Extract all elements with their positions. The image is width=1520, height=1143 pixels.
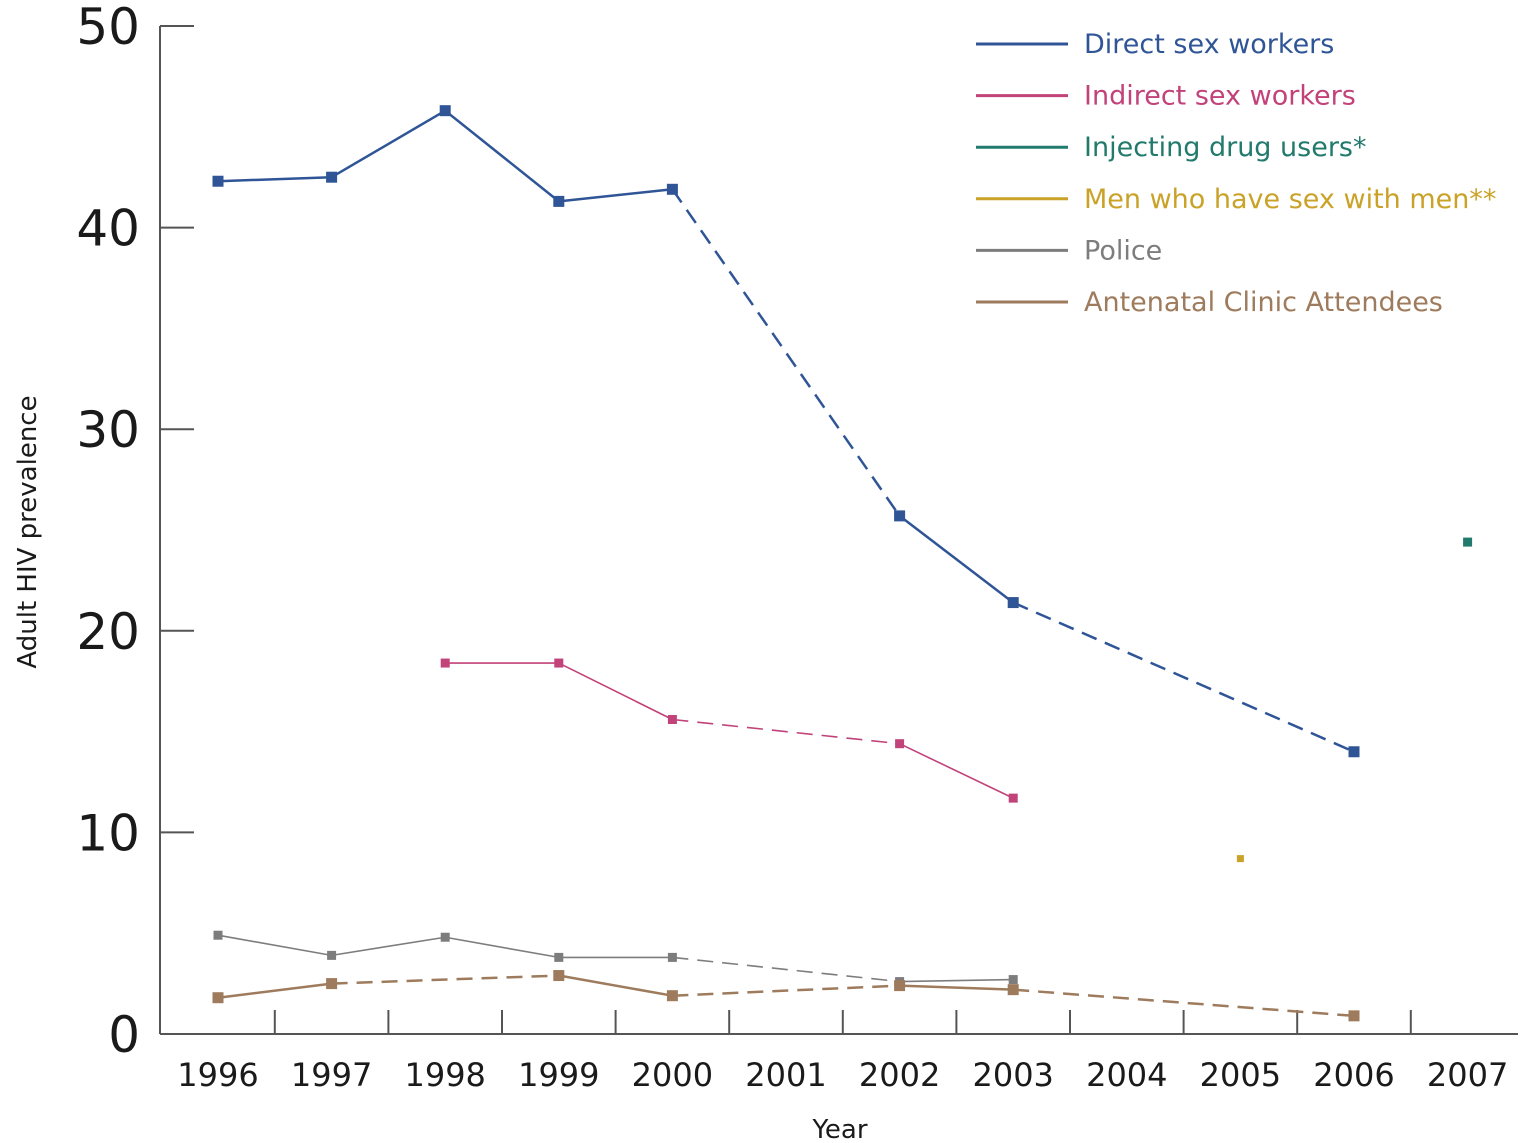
series-line-segment bbox=[217, 982, 332, 999]
legend-label: Men who have sex with men** bbox=[1084, 184, 1496, 215]
data-point-marker bbox=[212, 175, 224, 187]
series-line-segment bbox=[331, 936, 446, 957]
data-point-marker bbox=[440, 932, 450, 942]
data-point-marker bbox=[553, 970, 565, 982]
series-indirect-sex-workers bbox=[440, 658, 1018, 803]
series-line-segment bbox=[1012, 601, 1355, 753]
y-tick-label: 50 bbox=[76, 0, 140, 56]
data-point-marker bbox=[666, 183, 678, 195]
data-point-marker bbox=[1348, 1010, 1360, 1022]
series-line-segment bbox=[558, 188, 673, 203]
y-tick-label: 30 bbox=[76, 401, 140, 459]
legend-label: Injecting drug users* bbox=[1084, 132, 1367, 163]
data-point-marker bbox=[895, 739, 905, 749]
y-tick-label: 20 bbox=[76, 603, 140, 661]
series-antenatal-clinic-attendees bbox=[212, 970, 1360, 1022]
series-line-segment bbox=[672, 718, 900, 745]
x-tick-label: 2005 bbox=[1200, 1056, 1281, 1094]
x-tick-label: 1997 bbox=[291, 1056, 372, 1094]
series-line-segment bbox=[1013, 988, 1355, 1018]
x-tick-label: 2001 bbox=[745, 1056, 826, 1094]
series-line-segment bbox=[217, 934, 332, 957]
series-line-segment bbox=[899, 978, 1014, 983]
x-tick-label: 2000 bbox=[632, 1056, 713, 1094]
series-line-segment bbox=[899, 984, 1014, 991]
data-point-marker bbox=[1463, 537, 1473, 547]
data-point-marker bbox=[667, 952, 677, 962]
series-line-segment bbox=[898, 514, 1014, 604]
data-point-marker bbox=[894, 510, 906, 522]
x-tick-label: 1998 bbox=[404, 1056, 485, 1094]
data-point-marker bbox=[554, 658, 564, 668]
x-tick-label: 2002 bbox=[859, 1056, 940, 1094]
x-tick-label: 2003 bbox=[972, 1056, 1053, 1094]
x-ticks: 1996 1997 1998 1999 2000 2001 2002 2003 2004 2005… bbox=[177, 1010, 1508, 1094]
y-tick-label: 10 bbox=[76, 804, 140, 862]
series-line-segment bbox=[444, 109, 560, 203]
data-point-marker bbox=[327, 950, 337, 960]
data-point-marker bbox=[440, 658, 450, 668]
data-point-marker bbox=[326, 978, 338, 990]
series-line-segment bbox=[671, 188, 901, 517]
legend-label: Direct sex workers bbox=[1084, 29, 1334, 60]
series-line-segment bbox=[672, 984, 900, 997]
data-point-marker bbox=[1348, 746, 1360, 758]
series-line-segment bbox=[558, 974, 673, 997]
data-point-marker bbox=[894, 980, 906, 992]
data-point-marker bbox=[439, 105, 451, 117]
x-tick-label: 2006 bbox=[1313, 1056, 1394, 1094]
series-line-segment bbox=[899, 742, 1014, 799]
data-point-marker bbox=[1236, 855, 1244, 863]
data-point-marker bbox=[212, 992, 224, 1004]
data-point-marker bbox=[553, 195, 565, 207]
y-axis-title: Adult HIV prevalence bbox=[13, 395, 43, 668]
x-tick-label: 2007 bbox=[1427, 1056, 1508, 1094]
x-tick-label: 2004 bbox=[1086, 1056, 1167, 1094]
data-point-marker bbox=[1008, 793, 1018, 803]
series-line-segment bbox=[217, 175, 332, 183]
x-tick-label: 1996 bbox=[177, 1056, 258, 1094]
y-ticks: 0 10 20 30 40 50 bbox=[76, 0, 194, 1064]
y-tick-label: 0 bbox=[108, 1006, 140, 1064]
series-group bbox=[212, 105, 1473, 1022]
series-injecting-drug-users bbox=[1463, 537, 1473, 547]
data-point-marker bbox=[326, 171, 338, 183]
x-tick-label: 1999 bbox=[518, 1056, 599, 1094]
legend-label: Indirect sex workers bbox=[1084, 81, 1356, 112]
series-line-segment bbox=[558, 662, 673, 721]
data-point-marker bbox=[1007, 597, 1019, 609]
y-tick-label: 40 bbox=[76, 200, 140, 258]
legend: Direct sex workers Indirect sex workers In… bbox=[976, 29, 1496, 318]
series-men-who-have-sex-with-men bbox=[1236, 855, 1244, 863]
data-point-marker bbox=[666, 990, 678, 1002]
data-point-marker bbox=[213, 930, 223, 940]
data-point-marker bbox=[667, 715, 677, 725]
legend-label: Police bbox=[1084, 235, 1162, 266]
data-point-marker bbox=[554, 952, 564, 962]
x-axis-title: Year bbox=[811, 1115, 867, 1143]
series-direct-sex-workers bbox=[212, 105, 1360, 758]
legend-label: Antenatal Clinic Attendees bbox=[1084, 287, 1443, 318]
series-line-segment bbox=[445, 936, 559, 959]
axes: Year Adult HIV prevalence bbox=[13, 26, 1518, 1143]
series-line-segment bbox=[331, 974, 559, 985]
data-point-marker bbox=[1007, 984, 1019, 996]
series-police bbox=[213, 930, 1018, 987]
series-line-segment bbox=[330, 109, 446, 179]
series-line-segment bbox=[672, 956, 900, 983]
data-point-marker bbox=[1008, 975, 1018, 985]
